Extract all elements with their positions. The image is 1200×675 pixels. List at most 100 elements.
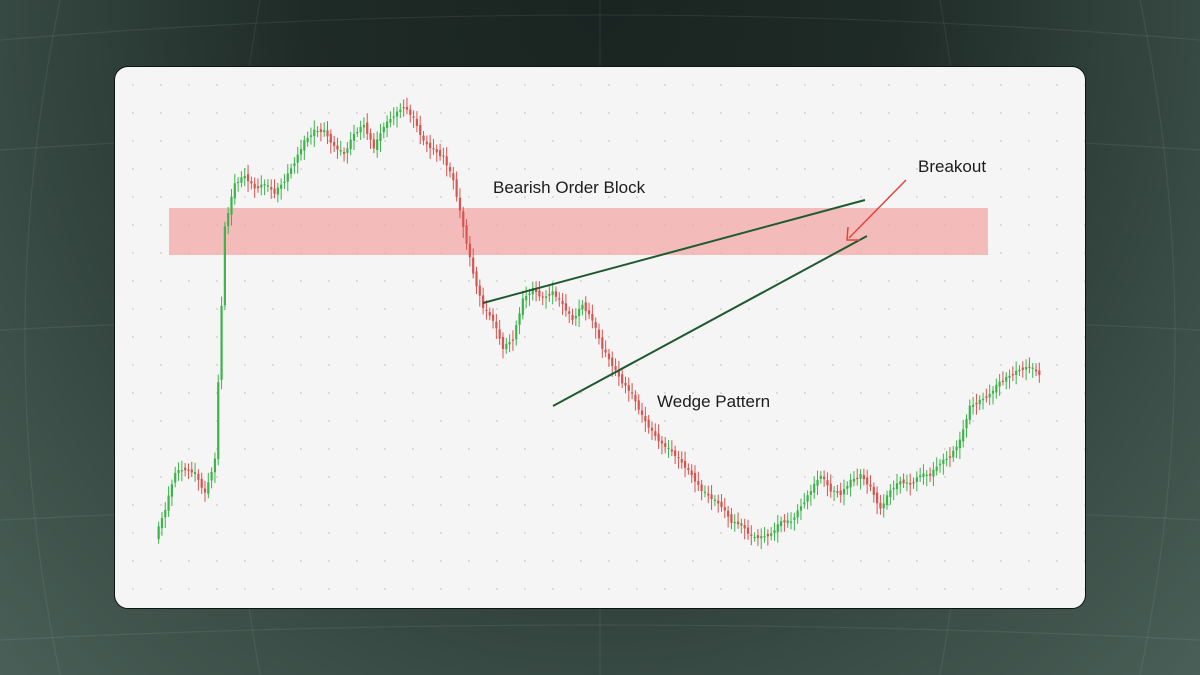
- bullish-candle: [263, 184, 266, 186]
- grid-dot: [132, 392, 134, 394]
- grid-dot: [1056, 140, 1058, 142]
- bearish-candle: [690, 470, 693, 476]
- grid-dot: [720, 168, 722, 170]
- grid-dot: [1056, 476, 1058, 478]
- grid-dot: [384, 364, 386, 366]
- bearish-candle: [604, 349, 607, 353]
- bullish-candle: [395, 111, 399, 117]
- grid-dot: [636, 84, 638, 86]
- grid-dot: [972, 448, 974, 450]
- grid-dot: [888, 364, 890, 366]
- grid-dot: [776, 84, 778, 86]
- grid-dot: [580, 84, 582, 86]
- grid-dot: [1056, 196, 1058, 198]
- grid-dot: [328, 336, 330, 338]
- grid-dot: [748, 392, 750, 394]
- bearish-candle: [326, 130, 329, 137]
- grid-dot: [440, 476, 442, 478]
- grid-dot: [412, 588, 414, 590]
- grid-dot: [552, 392, 554, 394]
- grid-dot: [412, 448, 414, 450]
- bearish-candle: [654, 431, 657, 437]
- bearish-candle: [246, 174, 250, 182]
- grid-dot: [1000, 196, 1002, 198]
- grid-dot: [188, 280, 190, 282]
- bullish-candle: [551, 291, 554, 296]
- grid-dot: [1028, 140, 1030, 142]
- bullish-candle: [303, 140, 306, 151]
- bullish-candle: [180, 470, 183, 472]
- grid-dot: [272, 168, 274, 170]
- grid-dot: [272, 308, 274, 310]
- grid-dot: [748, 560, 750, 562]
- bullish-candle: [386, 121, 389, 128]
- grid-dot: [972, 476, 974, 478]
- grid-dot: [636, 532, 638, 534]
- bearish-candle: [190, 469, 193, 473]
- bullish-candle: [713, 499, 716, 501]
- bearish-candle: [422, 135, 425, 141]
- grid-dot: [328, 476, 330, 478]
- grid-dot: [1028, 112, 1030, 114]
- grid-dot: [468, 308, 470, 310]
- bullish-candle: [968, 405, 971, 420]
- bullish-candle: [399, 109, 402, 112]
- grid-dot: [300, 448, 302, 450]
- grid-dot: [440, 280, 442, 282]
- grid-dot: [972, 140, 974, 142]
- grid-dot: [216, 280, 218, 282]
- grid-dot: [916, 280, 918, 282]
- bullish-candle: [703, 491, 707, 493]
- bullish-candle: [518, 313, 521, 325]
- grid-dot: [524, 448, 526, 450]
- bullish-candle: [157, 526, 160, 540]
- bullish-candle: [892, 488, 895, 490]
- grid-dot: [272, 588, 274, 590]
- bullish-candle: [945, 458, 948, 461]
- grid-dot: [972, 420, 974, 422]
- bullish-candle: [544, 296, 548, 298]
- bullish-candle: [170, 484, 173, 497]
- bearish-candle: [372, 139, 375, 149]
- grid-dot: [412, 504, 414, 506]
- grid-dot: [1028, 476, 1030, 478]
- bearish-candle: [601, 337, 604, 349]
- bearish-candle: [823, 476, 826, 480]
- bearish-candle: [829, 483, 832, 492]
- grid-dot: [272, 448, 274, 450]
- grid-dot: [804, 280, 806, 282]
- grid-dot: [720, 364, 722, 366]
- grid-dot: [272, 140, 274, 142]
- grid-dot: [916, 84, 918, 86]
- bullish-candle: [991, 390, 995, 394]
- bullish-candle: [515, 325, 518, 340]
- bearish-candle: [862, 475, 865, 480]
- bearish-candle: [836, 491, 839, 493]
- grid-dot: [412, 364, 414, 366]
- grid-dot: [356, 588, 358, 590]
- bullish-candle: [505, 343, 508, 350]
- bearish-candle: [488, 312, 491, 316]
- grid-dot: [832, 84, 834, 86]
- bullish-candle: [276, 187, 279, 195]
- grid-dot: [328, 308, 330, 310]
- grid-dot: [748, 168, 750, 170]
- grid-dot: [356, 140, 358, 142]
- grid-dot: [132, 308, 134, 310]
- grid-dot: [1084, 476, 1085, 478]
- grid-dot: [160, 448, 162, 450]
- bullish-candle: [309, 135, 313, 137]
- grid-dot: [1028, 448, 1030, 450]
- grid-dot: [748, 448, 750, 450]
- grid-dot: [580, 448, 582, 450]
- grid-dot: [1000, 112, 1002, 114]
- bullish-candle: [846, 485, 849, 489]
- grid-dot: [188, 504, 190, 506]
- bearish-candle: [402, 107, 405, 109]
- grid-dot: [272, 280, 274, 282]
- bearish-candle: [462, 211, 465, 227]
- bearish-candle: [571, 314, 574, 320]
- bullish-candle: [981, 398, 985, 401]
- bearish-candle: [707, 493, 710, 496]
- grid-dot: [356, 308, 358, 310]
